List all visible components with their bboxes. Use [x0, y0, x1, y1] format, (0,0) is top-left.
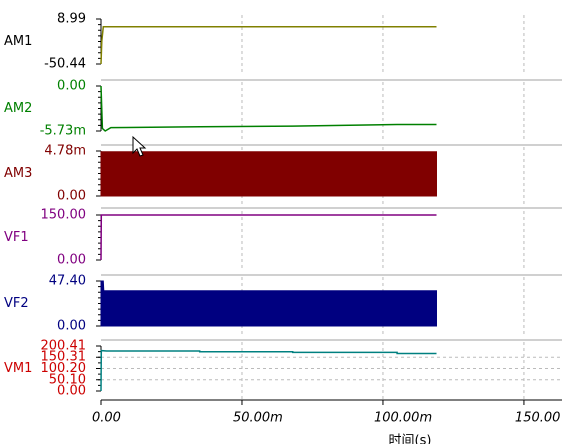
area — [100, 280, 437, 327]
y-tick-label: 0.00 — [57, 189, 86, 204]
line — [100, 349, 437, 392]
y-tick-label: 47.40 — [49, 274, 86, 289]
y-tick-label: 150.00 — [41, 208, 87, 223]
y-tick-label: 100.20 — [41, 361, 87, 376]
line — [100, 214, 437, 261]
y-tick-label: 8.99 — [57, 12, 86, 27]
x-tick-label: 50.00m — [233, 411, 283, 426]
line — [100, 85, 437, 132]
series-name: VM1 — [4, 361, 32, 376]
y-tick-label: 0.00 — [57, 79, 86, 94]
line — [100, 26, 437, 65]
x-tick-label: 0.00 — [92, 411, 121, 426]
y-tick-label: 200.41 — [41, 339, 87, 354]
y-tick-label: 50.10 — [49, 372, 86, 387]
y-tick-label: 4.78m — [44, 144, 86, 159]
mouse-cursor — [132, 135, 147, 157]
x-tick-label: 150.00 — [515, 411, 561, 426]
y-tick-label: 0.00 — [57, 384, 86, 399]
series-name: AM3 — [4, 166, 32, 181]
x-tick-label: 100.00m — [374, 411, 432, 426]
y-tick-label: -50.44 — [44, 57, 86, 72]
y-tick-label: 0.00 — [57, 253, 86, 268]
series-name: AM2 — [4, 101, 32, 116]
y-tick-label: -5.73m — [40, 124, 86, 139]
area — [100, 151, 437, 197]
series-name: VF2 — [4, 296, 29, 311]
x-axis-label: 时间(s) — [389, 434, 432, 444]
series-name: VF1 — [4, 230, 29, 245]
y-tick-label: 150.31 — [41, 350, 87, 365]
y-tick-label: 0.00 — [57, 319, 86, 334]
series-name: AM1 — [4, 34, 32, 49]
